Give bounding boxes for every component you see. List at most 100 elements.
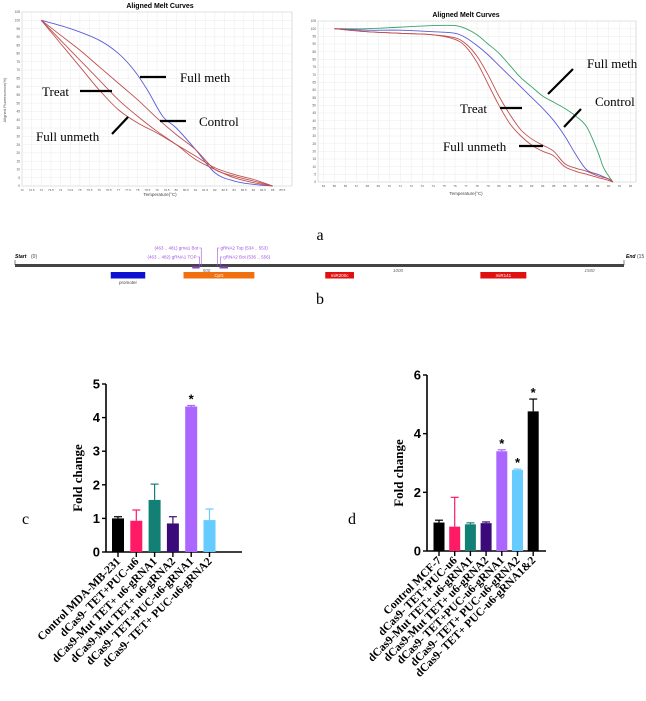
y-tick-label: 95: [312, 35, 316, 39]
position-tick-label: 1000: [393, 268, 404, 273]
x-tick-label: 81.5: [202, 188, 208, 192]
melt-chart-mda-mb-231: Aligned Melt Curves Temperature(°C) MDA-…: [311, 12, 638, 196]
x-tick-label: 88: [585, 184, 589, 188]
primer-site: [192, 266, 200, 269]
y-tick-label: 2: [414, 485, 421, 500]
y-tick-label: 85: [16, 43, 20, 47]
x-tick-label: 73.5: [48, 188, 54, 192]
panel-label-a: a: [316, 227, 323, 244]
y-tick-label: 80: [16, 52, 20, 56]
x-tick-label: 74: [431, 184, 435, 188]
x-tick-label: 85: [552, 184, 556, 188]
x-tick-label: 65: [333, 184, 337, 188]
x-tick-label: 75: [78, 188, 82, 192]
primer-label: gRNA2 Bot (536 .. 556): [223, 255, 270, 260]
y-tick-label: 95: [16, 27, 20, 31]
y-tick-label: 40: [312, 119, 316, 123]
y-tick-label: 50: [16, 101, 20, 105]
feature-mir200c: [325, 272, 354, 279]
x-tick-label: 69: [377, 184, 381, 188]
x-axis-label: Temperature(°C): [143, 192, 177, 197]
x-tick-label: 77: [117, 188, 121, 192]
x-tick-label: 92: [629, 184, 633, 188]
x-tick-label: 72.5: [29, 188, 35, 192]
y-tick-label: 45: [312, 111, 316, 115]
y-tick-label: 85: [312, 50, 316, 54]
primer-label: (463 .. 481) grna1 Bot: [154, 246, 199, 251]
x-tick-label: 82.5: [222, 188, 228, 192]
chart-title: Aligned Melt Curves: [126, 3, 193, 10]
annotation-label: Control: [199, 114, 239, 129]
x-tick-label: 84: [541, 184, 545, 188]
bar: [512, 470, 523, 551]
y-tick-label: 100: [311, 27, 317, 31]
x-tick-label: 76.5: [106, 188, 112, 192]
annotation-full-unmeth: Full unmeth: [36, 116, 129, 144]
y-tick-label: 0: [93, 545, 100, 560]
feature-label: CpG: [214, 273, 224, 278]
x-tick-label: 76: [453, 184, 457, 188]
panel-label-b: b: [316, 291, 324, 308]
annotation-full-meth: Full meth: [547, 56, 638, 95]
bar: [130, 520, 143, 552]
y-tick-label: 90: [312, 42, 316, 46]
feature-cpg: [183, 272, 255, 279]
y-tick-label: 1: [93, 511, 100, 526]
x-tick-label: 67: [355, 184, 359, 188]
annotation-label: Full meth: [180, 70, 231, 85]
x-tick-label: 78: [475, 184, 479, 188]
x-tick-label: 73: [421, 184, 425, 188]
x-tick-label: 75.5: [87, 188, 93, 192]
y-tick-label: 105: [311, 19, 317, 23]
x-tick-label: 82: [519, 184, 523, 188]
primer-bracket: [217, 247, 220, 266]
x-tick-label: 89: [596, 184, 600, 188]
y-tick-label: 25: [16, 143, 20, 147]
y-tick-label: 15: [16, 159, 20, 163]
x-tick-label: 80: [175, 188, 179, 192]
feature-label: promoter: [119, 280, 138, 285]
chart-title: Aligned Melt Curves: [432, 12, 499, 19]
y-tick-label: 30: [312, 134, 316, 138]
annotation-label: Control: [595, 94, 635, 109]
x-tick-label: 83.5: [241, 188, 247, 192]
x-tick-label: 79: [486, 184, 490, 188]
y-tick-label: 60: [312, 88, 316, 92]
x-tick-label: 74: [59, 188, 63, 192]
annotation-label: Full unmeth: [443, 139, 507, 154]
x-tick-label: 64: [322, 184, 326, 188]
y-tick-label: 3: [93, 444, 100, 459]
y-tick-label: 55: [312, 96, 316, 100]
x-tick-label: 75: [442, 184, 446, 188]
annotation-control: Control: [160, 114, 239, 129]
y-tick-label: 65: [312, 81, 316, 85]
feature-promoter: [110, 272, 146, 279]
y-tick-label: 35: [16, 126, 20, 130]
x-tick-label: 82: [213, 188, 217, 192]
bar: [203, 520, 216, 552]
bar: [185, 406, 198, 552]
x-tick-label: 84.5: [260, 188, 266, 192]
x-tick-label: 77.5: [125, 188, 131, 192]
melt-curve-full-unmeth: [40, 19, 273, 187]
position-tick-label: 500: [203, 268, 211, 273]
x-tick-label: 73: [40, 188, 44, 192]
annotation-treat: Treat: [42, 84, 112, 99]
x-tick-label: 90: [607, 184, 611, 188]
x-tick-label: 72: [410, 184, 414, 188]
y-tick-label: 15: [312, 157, 316, 161]
end-position: (15: [637, 254, 644, 260]
annotation-full-meth: Full meth: [140, 70, 231, 85]
y-tick-label: 90: [16, 35, 20, 39]
bar: [148, 499, 161, 552]
primer-site: [220, 266, 228, 269]
y-tick-label: 70: [16, 68, 20, 72]
bar: [112, 518, 124, 552]
annotation-label: Treat: [42, 84, 69, 99]
y-tick-label: 55: [16, 93, 20, 97]
y-tick-label: 20: [312, 150, 316, 154]
bar: [449, 526, 461, 551]
